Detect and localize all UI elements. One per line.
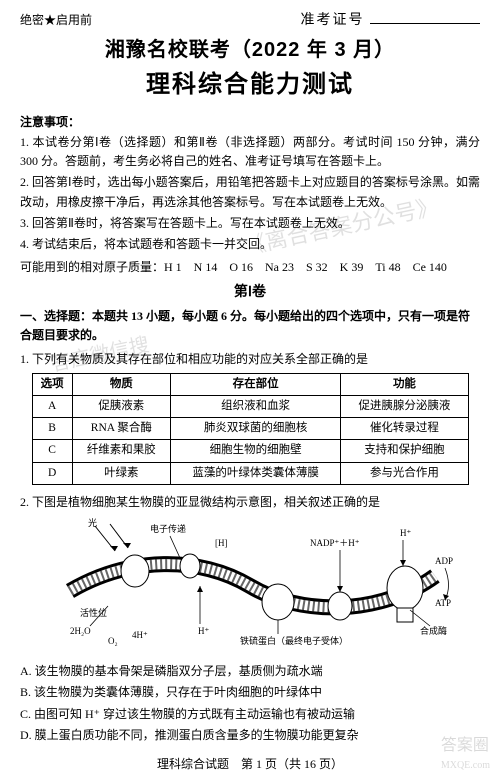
page-footer: 理科综合试题 第 1 页（共 16 页） bbox=[20, 755, 480, 773]
q1-th-0: 选项 bbox=[32, 373, 72, 395]
label-light: 光 bbox=[88, 517, 97, 528]
q1-cell: 叶绿素 bbox=[72, 462, 170, 484]
label-h2o: 2H₂O bbox=[70, 626, 91, 636]
q2-diagram: 光 电子传递 2H₂O O₂ 4H⁺ 活性位 H⁺ [H] 铁硫蛋白（最终电子受 bbox=[20, 516, 480, 656]
label-active: 活性位 bbox=[80, 607, 107, 618]
q1-th-2: 存在部位 bbox=[170, 373, 340, 395]
q1-cell: 参与光合作用 bbox=[341, 462, 468, 484]
q1-cell: D bbox=[32, 462, 72, 484]
q1-stem: 1. 下列有关物质及其存在部位和相应功能的对应关系全部正确的是 bbox=[20, 350, 480, 369]
title-sub: 理科综合能力测试 bbox=[20, 67, 480, 103]
q2-option-d: D. 膜上蛋白质功能不同，推测蛋白质含量多的生物膜功能更复杂 bbox=[20, 726, 480, 745]
table-row: C 纤维素和果胶 细胞生物的细胞壁 支持和保护细胞 bbox=[32, 440, 468, 462]
label-fes: 铁硫蛋白（最终电子受体） bbox=[240, 635, 348, 646]
q1-table: 选项 物质 存在部位 功能 A 促胰液素 组织液和血浆 促进胰腺分泌胰液 B R… bbox=[32, 373, 469, 485]
label-nadp: NADP⁺＋H⁺ bbox=[310, 538, 360, 548]
q1-cell: 蓝藻的叶绿体类囊体薄膜 bbox=[170, 462, 340, 484]
label-adp: ADP bbox=[435, 556, 453, 566]
notice-item-1: 1. 本试卷分第Ⅰ卷（选择题）和第Ⅱ卷（非选择题）两部分。考试时间 150 分钟… bbox=[20, 133, 480, 171]
exam-no-blank bbox=[370, 23, 480, 24]
q1-th-3: 功能 bbox=[341, 373, 468, 395]
label-synthase: 合成酶 bbox=[420, 625, 447, 636]
notice-item-2: 2. 回答第Ⅰ卷时，选出每小题答案后，用铅笔把答题卡上对应题目的答案标号涂黑。如… bbox=[20, 173, 480, 211]
q1-cell: A bbox=[32, 395, 72, 417]
q1-cell: 支持和保护细胞 bbox=[341, 440, 468, 462]
q1-cell: 细胞生物的细胞壁 bbox=[170, 440, 340, 462]
label-atp: ATP bbox=[435, 598, 451, 608]
table-row: D 叶绿素 蓝藻的叶绿体类囊体薄膜 参与光合作用 bbox=[32, 462, 468, 484]
q1-cell: RNA 聚合酶 bbox=[72, 418, 170, 440]
q1-cell: 促胰液素 bbox=[72, 395, 170, 417]
table-row: B RNA 聚合酶 肺炎双球菌的细胞核 催化转录过程 bbox=[32, 418, 468, 440]
title-main: 湘豫名校联考（2022 年 3 月） bbox=[20, 35, 480, 65]
label-4h: 4H⁺ bbox=[132, 630, 148, 640]
label-e-carrier: 电子传递 bbox=[150, 523, 186, 534]
q1-cell: 组织液和血浆 bbox=[170, 395, 340, 417]
q1-cell: 肺炎双球菌的细胞核 bbox=[170, 418, 340, 440]
exam-no-label: 准考证号 bbox=[301, 13, 365, 28]
label-o2: O₂ bbox=[108, 636, 118, 646]
notice-item-3: 3. 回答第Ⅱ卷时，将答案写在答题卡上。写在本试题卷上无效。 bbox=[20, 214, 480, 233]
label-hplus-r: H⁺ bbox=[400, 528, 411, 538]
notice-item-4: 4. 考试结束后，将本试题卷和答题卡一并交回。 bbox=[20, 235, 480, 254]
table-row: A 促胰液素 组织液和血浆 促进胰腺分泌胰液 bbox=[32, 395, 468, 417]
q2-option-c: C. 由图可知 H⁺ 穿过该生物膜的方式既有主动运输也有被动运输 bbox=[20, 705, 480, 724]
q1-th-1: 物质 bbox=[72, 373, 170, 395]
q1-cell: B bbox=[32, 418, 72, 440]
section-1-instruction: 一、选择题：本题共 13 小题，每小题 6 分。每小题给出的四个选项中，只有一项… bbox=[20, 307, 480, 345]
q2-option-a: A. 该生物膜的基本骨架是磷脂双分子层，基质侧为疏水端 bbox=[20, 662, 480, 681]
section-1-title: 第Ⅰ卷 bbox=[20, 282, 480, 303]
notice-head: 注意事项： bbox=[20, 113, 480, 131]
secret-label: 绝密★启用前 bbox=[20, 11, 92, 29]
q1-cell: 催化转录过程 bbox=[341, 418, 468, 440]
q1-cell: 纤维素和果胶 bbox=[72, 440, 170, 462]
atomic-mass-line: 可能用到的相对原子质量：H 1 N 14 O 16 Na 23 S 32 K 3… bbox=[20, 258, 480, 276]
q2-option-b: B. 该生物膜为类囊体薄膜，只存在于叶肉细胞的叶绿体中 bbox=[20, 683, 480, 702]
q2-stem: 2. 下图是植物细胞某生物膜的亚显微结构示意图，相关叙述正确的是 bbox=[20, 493, 480, 512]
label-h-top: [H] bbox=[215, 538, 228, 548]
q1-cell: 促进胰腺分泌胰液 bbox=[341, 395, 468, 417]
label-hplus-1: H⁺ bbox=[198, 626, 209, 636]
q1-cell: C bbox=[32, 440, 72, 462]
